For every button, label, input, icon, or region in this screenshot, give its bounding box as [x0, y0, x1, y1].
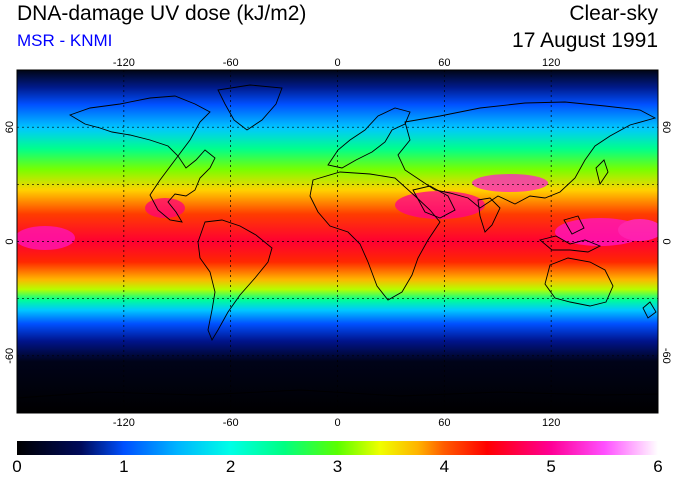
- coastline-arabia: [412, 185, 456, 219]
- subtitle: MSR - KNMI: [17, 31, 113, 50]
- coastline-antarctica: [17, 389, 658, 399]
- lat-tick-label-left: 60: [4, 121, 16, 133]
- coastline-europe: [327, 107, 411, 169]
- coastline-south-america: [197, 219, 273, 342]
- coastline-greenland: [217, 84, 283, 131]
- colorbar-tick-label: 1: [119, 457, 129, 476]
- grid-lines: [17, 70, 658, 413]
- date: 17 August 1991: [512, 29, 658, 52]
- hotspots: [17, 174, 658, 250]
- hotspot-tibet: [472, 174, 548, 192]
- hotspot-arabia: [395, 191, 485, 219]
- coastline-africa: [309, 171, 441, 301]
- coastline-australia: [544, 257, 614, 307]
- coastline-japan: [595, 159, 609, 186]
- sky-condition: Clear-sky: [569, 2, 658, 25]
- colorbar: [17, 441, 658, 455]
- colorbar-tick-label: 3: [332, 457, 343, 476]
- colorbar-tick-label: 4: [439, 457, 450, 476]
- lon-tick-label-top: 0: [334, 57, 340, 69]
- hotspot-pacific-east: [618, 219, 658, 241]
- lon-tick-label-bottom: -120: [113, 417, 135, 429]
- coastline-borneo: [563, 215, 585, 235]
- hotspot-central-america: [145, 198, 185, 218]
- lon-tick-label-top: -60: [223, 57, 239, 69]
- lat-tick-label-right: 60: [660, 121, 672, 133]
- map-frame: [16, 69, 659, 414]
- lat-tick-label-right: 0: [660, 238, 672, 244]
- tick-labels: -120 -120 -60 -60 0 0 60 60 120 120 -60 -60 0 0 60 60: [4, 57, 672, 429]
- land-outlines: [17, 84, 658, 399]
- hotspot-pacific-west: [17, 226, 75, 250]
- lon-tick-label-top: 120: [542, 57, 560, 69]
- lon-tick-label-top: 60: [438, 57, 450, 69]
- lat-tick-label-right: -60: [660, 348, 672, 364]
- coastline-asia: [397, 101, 657, 209]
- coastline-new-zealand: [642, 301, 657, 319]
- lon-tick-label-bottom: -60: [223, 417, 239, 429]
- coastline-indonesia: [539, 235, 602, 253]
- lat-tick-label-left: 0: [4, 238, 16, 244]
- lon-tick-label-top: -120: [113, 57, 135, 69]
- colorbar-tick-label: 2: [225, 457, 236, 476]
- coastline-north-america: [68, 95, 216, 223]
- title: DNA-damage UV dose (kJ/m2): [17, 2, 307, 25]
- colorbar-tick-label: 6: [653, 457, 663, 476]
- colorbar-tick-label: 5: [546, 457, 556, 476]
- lon-tick-label-bottom: 60: [438, 417, 450, 429]
- lon-tick-label-bottom: 0: [334, 417, 340, 429]
- colorbar-tick-label: 0: [12, 457, 22, 476]
- lat-tick-label-left: -60: [4, 348, 16, 364]
- lon-tick-label-bottom: 120: [542, 417, 560, 429]
- coastline-india: [477, 197, 501, 233]
